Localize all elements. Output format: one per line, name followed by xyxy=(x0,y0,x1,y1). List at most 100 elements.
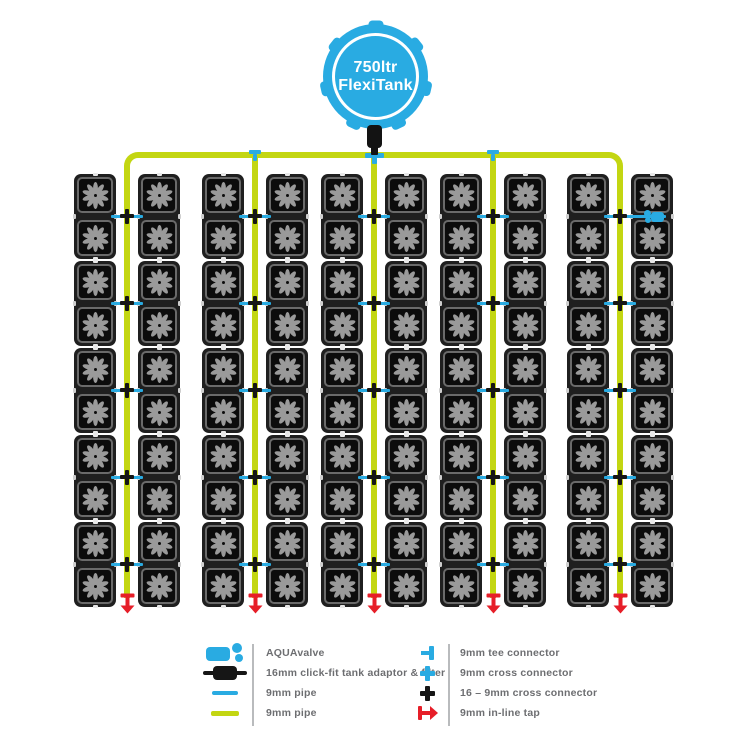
pot-cell xyxy=(141,525,177,561)
pot-unit xyxy=(265,347,309,434)
pot-unit xyxy=(265,260,309,347)
plant-icon xyxy=(575,398,601,426)
pot-unit xyxy=(201,434,245,521)
plant-icon xyxy=(575,442,601,470)
legend-row: AQUAvalve xyxy=(198,643,445,663)
pot-cell xyxy=(570,307,606,343)
plant-icon xyxy=(639,442,665,470)
pot-unit xyxy=(73,173,117,260)
legend-row: 9mm tee connector xyxy=(410,643,597,663)
plant-icon xyxy=(512,398,538,426)
legend-row: 9mm cross connector xyxy=(410,663,597,683)
pot-unit xyxy=(384,173,428,260)
plant-icon xyxy=(512,224,538,252)
pot-cell xyxy=(634,177,670,213)
pot-cell xyxy=(507,438,543,474)
pot-cell xyxy=(570,438,606,474)
pot-unit xyxy=(137,260,181,347)
tank-disc-icon: 750ltr FlexiTank xyxy=(323,24,428,129)
pot-cell xyxy=(507,481,543,517)
legend-left-column: AQUAvalve 16mm click-fit tank adaptor & … xyxy=(198,643,445,723)
pot-cell xyxy=(570,177,606,213)
pot-unit xyxy=(265,434,309,521)
tank-adaptor-icon xyxy=(367,125,382,148)
legend-divider-left xyxy=(252,644,254,726)
pot-cell xyxy=(269,220,305,256)
pot-cell xyxy=(205,568,241,604)
legend-label: 9mm in-line tap xyxy=(460,707,541,719)
pot-valve-band xyxy=(73,561,117,568)
pot-valve-band xyxy=(630,561,674,568)
pot-cell xyxy=(388,568,424,604)
plant-icon xyxy=(575,572,601,600)
cross-16-9mm-connector-icon xyxy=(248,214,262,218)
branch-9mm-blue-pipe xyxy=(604,215,666,218)
cross-16-9mm-connector-icon xyxy=(120,562,134,566)
pot-cell xyxy=(269,438,305,474)
tank-capacity: 750ltr xyxy=(353,58,398,76)
pot-unit xyxy=(384,347,428,434)
pot-unit xyxy=(630,260,674,347)
pot-unit xyxy=(265,173,309,260)
plant-icon xyxy=(448,355,474,383)
plant-icon xyxy=(210,181,236,209)
pot-cell xyxy=(269,307,305,343)
pot-cell xyxy=(77,220,113,256)
plant-icon xyxy=(329,398,355,426)
plant-icon xyxy=(210,442,236,470)
pot-unit xyxy=(630,347,674,434)
plant-icon xyxy=(393,398,419,426)
pot-cell xyxy=(205,307,241,343)
plant-icon xyxy=(512,572,538,600)
pot-cell xyxy=(634,307,670,343)
pot-cell xyxy=(77,525,113,561)
plant-icon xyxy=(146,268,172,296)
pot-unit xyxy=(201,173,245,260)
pot-unit xyxy=(265,521,309,608)
cross-16-9mm-connector-icon xyxy=(367,301,381,305)
pot-cell xyxy=(324,351,360,387)
pot-valve-band xyxy=(73,387,117,394)
vertical-9mm-green-pipe xyxy=(252,158,258,598)
plant-icon xyxy=(448,311,474,339)
cross-16-9mm-connector-icon xyxy=(120,214,134,218)
pot-cell xyxy=(570,481,606,517)
pot-cell xyxy=(634,264,670,300)
pot-cell xyxy=(205,264,241,300)
vertical-9mm-green-pipe xyxy=(490,158,496,598)
pot-unit xyxy=(73,347,117,434)
tee-connector-icon xyxy=(487,150,499,154)
pot-cell xyxy=(324,177,360,213)
cross-16-9mm-connector-icon xyxy=(486,388,500,392)
pot-cell xyxy=(570,525,606,561)
plant-icon xyxy=(210,355,236,383)
plant-icon xyxy=(448,529,474,557)
plant-icon xyxy=(329,442,355,470)
plant-icon xyxy=(393,485,419,513)
legend-label: 9mm pipe xyxy=(266,687,317,699)
cross-16-9mm-connector-icon xyxy=(486,301,500,305)
pot-cell xyxy=(77,351,113,387)
pot-cell xyxy=(269,568,305,604)
plant-icon xyxy=(575,355,601,383)
pot-cell xyxy=(141,481,177,517)
pot-unit xyxy=(384,434,428,521)
plant-icon xyxy=(639,355,665,383)
pot-valve-band xyxy=(630,387,674,394)
pot-cell xyxy=(77,394,113,430)
pot-cell xyxy=(634,438,670,474)
pot-unit xyxy=(439,434,483,521)
pot-cell xyxy=(77,481,113,517)
pot-unit xyxy=(630,521,674,608)
tee-connector-icon xyxy=(249,150,261,154)
aquavalve-icon xyxy=(206,643,244,663)
pot-unit xyxy=(384,260,428,347)
plant-icon xyxy=(639,311,665,339)
pot-cell xyxy=(388,177,424,213)
plant-icon xyxy=(274,398,300,426)
plant-icon xyxy=(329,355,355,383)
plant-icon xyxy=(639,529,665,557)
cross-16-9mm-connector-icon xyxy=(486,214,500,218)
pot-unit xyxy=(439,173,483,260)
